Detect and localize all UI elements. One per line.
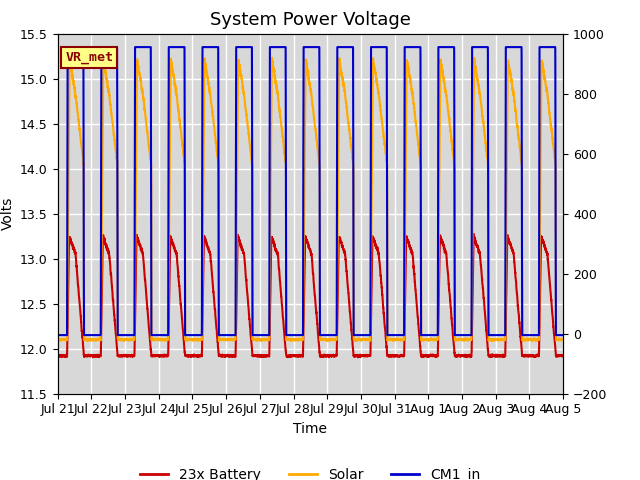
CM1_in [80, 332, 88, 338]
Solar [157, 336, 164, 342]
23x Battery [157, 353, 164, 359]
CM1_in [559, 332, 567, 338]
Solar [54, 336, 61, 342]
23x Battery [452, 353, 460, 359]
23x Battery [380, 311, 388, 317]
Solar [162, 336, 170, 342]
23x Battery [557, 352, 565, 358]
Line: Solar: Solar [58, 57, 563, 341]
Line: CM1_in: CM1_in [58, 47, 563, 335]
Text: VR_met: VR_met [65, 51, 113, 64]
Solar [559, 337, 567, 343]
CM1_in [157, 332, 164, 338]
CM1_in [557, 332, 565, 338]
23x Battery [354, 354, 362, 360]
23x Battery [559, 353, 567, 359]
Line: 23x Battery: 23x Battery [58, 234, 563, 357]
Solar [243, 118, 251, 123]
Legend: 23x Battery, Solar, CM1_in: 23x Battery, Solar, CM1_in [135, 462, 486, 480]
Y-axis label: Volts: Volts [1, 197, 15, 230]
Solar [380, 135, 388, 141]
Solar [100, 54, 108, 60]
23x Battery [243, 286, 251, 291]
CM1_in [54, 332, 61, 338]
23x Battery [470, 231, 477, 237]
Solar [452, 337, 460, 343]
CM1_in [452, 332, 460, 338]
23x Battery [162, 353, 170, 359]
23x Battery [54, 352, 61, 358]
Solar [557, 336, 565, 342]
Title: System Power Voltage: System Power Voltage [210, 11, 411, 29]
CM1_in [243, 44, 251, 50]
CM1_in [380, 44, 388, 50]
X-axis label: Time: Time [293, 422, 328, 436]
Solar [120, 338, 127, 344]
CM1_in [536, 44, 543, 50]
CM1_in [162, 332, 170, 338]
